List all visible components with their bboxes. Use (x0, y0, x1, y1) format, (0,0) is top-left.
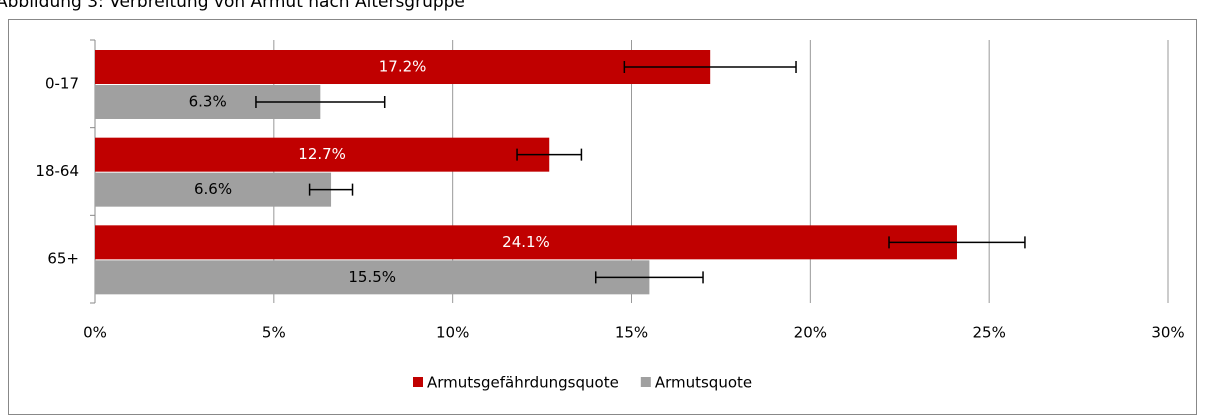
error-bar (255, 96, 386, 108)
bar (95, 260, 650, 295)
x-tick-label: 20% (794, 324, 827, 342)
bar-value-label: 24.1% (502, 233, 550, 251)
legend-swatch (640, 377, 651, 387)
x-tick-label: 10% (436, 324, 469, 342)
y-tick-label: 0-17 (45, 74, 79, 92)
error-bar (594, 271, 704, 284)
bar (95, 50, 711, 84)
error-bar (623, 61, 797, 73)
y-tick-label: 65+ (47, 250, 79, 268)
x-tick-label: 15% (615, 324, 648, 342)
legend-label: Armutsgefährdungsquote (427, 374, 619, 392)
bar-value-label: 12.7% (298, 145, 346, 163)
x-tick-label: 5% (262, 324, 286, 342)
legend-label: Armutsquote (655, 374, 752, 392)
bar-value-label: 6.6% (194, 180, 232, 198)
bar (95, 225, 957, 260)
bar (95, 172, 332, 207)
bar-value-label: 15.5% (348, 268, 396, 286)
x-tick-label: 25% (972, 324, 1005, 342)
x-tick-label: 30% (1151, 324, 1184, 342)
y-tick-label: 18-64 (35, 162, 79, 180)
bar-value-label: 6.3% (189, 93, 227, 111)
legend-swatch (413, 377, 423, 387)
bar (95, 137, 550, 172)
error-bar (888, 236, 1026, 249)
error-bar (516, 148, 583, 161)
x-tick-label: 0% (83, 324, 107, 342)
chart-title: Abbildung 3: Verbreitung von Armut nach … (0, 0, 465, 12)
bar-value-label: 17.2% (379, 58, 427, 76)
error-bar (308, 183, 354, 196)
